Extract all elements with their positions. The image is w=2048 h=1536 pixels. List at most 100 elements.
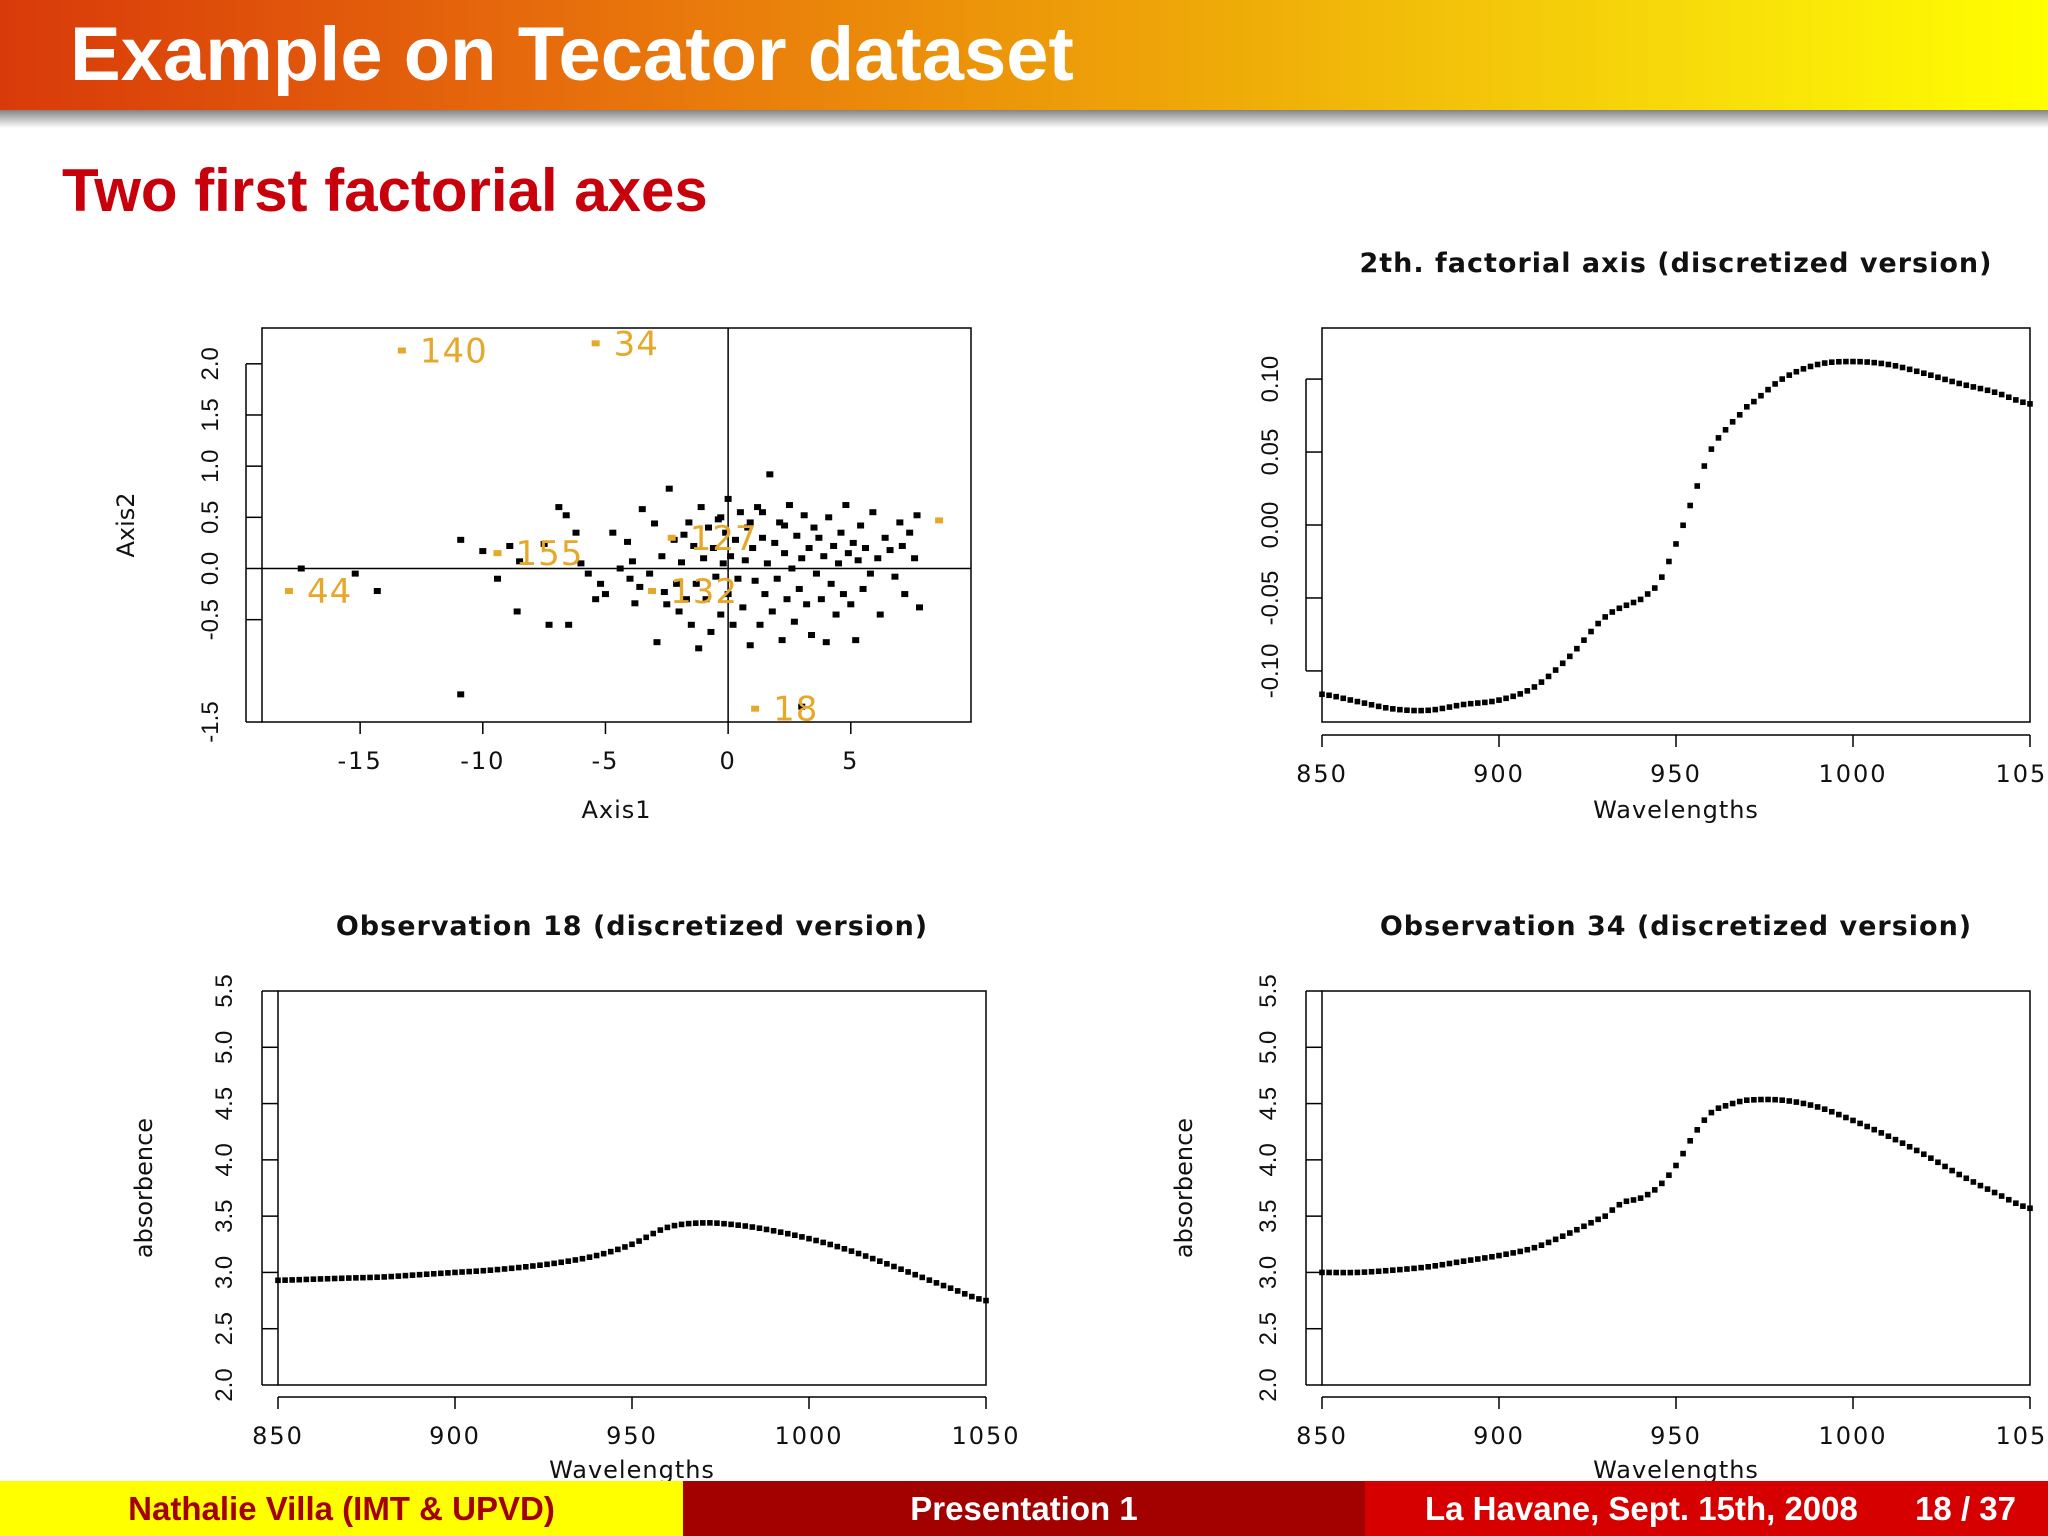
series-point xyxy=(1850,1117,1856,1124)
series-point xyxy=(869,1255,876,1262)
scatter-point xyxy=(651,520,659,527)
scatter-point xyxy=(766,471,774,478)
series-point xyxy=(1347,697,1354,703)
series-point xyxy=(579,1255,586,1262)
scatter-point xyxy=(763,560,771,567)
series-point xyxy=(1659,574,1665,580)
highlighted-point xyxy=(397,347,406,354)
scatter-point xyxy=(494,575,502,582)
scatter-point xyxy=(901,591,909,598)
scatter-point xyxy=(876,611,884,618)
series-point xyxy=(1432,1263,1439,1269)
series-point xyxy=(1779,1097,1785,1103)
series-point xyxy=(452,1269,458,1276)
series-point xyxy=(756,1225,763,1232)
scatter-point xyxy=(572,529,580,536)
scatter-point xyxy=(631,600,639,607)
series-point xyxy=(1319,1269,1325,1276)
series-point xyxy=(530,1263,536,1269)
series-point xyxy=(1843,1114,1849,1121)
series-point xyxy=(1531,684,1538,690)
series-point xyxy=(940,1282,947,1289)
series-point xyxy=(565,1258,572,1264)
series-point xyxy=(1630,599,1637,606)
scatter-point xyxy=(808,632,816,639)
series-point xyxy=(1467,1257,1474,1263)
series-point xyxy=(1659,1180,1665,1187)
section-title: Two first factorial axes xyxy=(62,157,708,224)
scatter-point xyxy=(756,621,764,628)
series-point xyxy=(1821,360,1828,366)
series-point xyxy=(1998,1193,2005,1199)
series-point xyxy=(1567,1230,1573,1236)
series-point xyxy=(1963,1175,1970,1182)
series-point xyxy=(1474,700,1481,706)
series-point xyxy=(1963,382,1970,389)
scatter-point xyxy=(815,534,823,541)
scatter-point xyxy=(832,611,840,618)
scatter-point xyxy=(847,601,855,608)
scatter-point xyxy=(663,601,671,608)
series-point xyxy=(1326,1269,1332,1276)
series-point xyxy=(777,1229,784,1235)
series-point xyxy=(1375,1268,1382,1275)
scatter-point xyxy=(744,524,752,531)
series-point xyxy=(1382,704,1389,711)
series-point xyxy=(1545,673,1552,680)
point-label: 44 xyxy=(307,572,352,612)
series-point xyxy=(1970,384,1977,390)
scatter-point xyxy=(680,531,688,538)
scatter-point xyxy=(886,547,894,554)
highlighted-point xyxy=(591,340,600,347)
series-point xyxy=(813,1237,819,1244)
scatter-point xyxy=(852,637,860,644)
series-point xyxy=(1418,707,1424,714)
series-point xyxy=(1913,368,1920,375)
series-point xyxy=(1673,1162,1679,1169)
series-point xyxy=(1460,1258,1467,1264)
series-point xyxy=(346,1275,352,1281)
series-point xyxy=(1531,1244,1538,1251)
scatter-point xyxy=(781,522,789,529)
series-point xyxy=(1921,1151,1927,1158)
title-bar xyxy=(0,0,2048,110)
series-point xyxy=(1956,380,1962,387)
y-tick-label: 0.10 xyxy=(1257,356,1284,403)
series-point xyxy=(558,1259,564,1266)
point-label: 18 xyxy=(773,690,818,730)
y-tick-label: 2.5 xyxy=(1255,1312,1282,1345)
series-point xyxy=(1722,426,1729,433)
x-tick-label: 900 xyxy=(1473,760,1525,788)
series-point xyxy=(2027,1205,2033,1212)
scatter-point xyxy=(881,534,889,541)
series-point xyxy=(1581,1223,1587,1230)
scatter-point xyxy=(695,645,703,652)
scatter-point xyxy=(758,509,766,516)
series-point xyxy=(1786,1098,1793,1104)
series-point xyxy=(1567,653,1573,660)
series-point xyxy=(1899,1140,1906,1146)
series-point xyxy=(799,1234,805,1240)
footer-author: Nathalie Villa (IMT & UPVD) xyxy=(128,1490,555,1527)
series-point xyxy=(1375,703,1382,710)
series-point xyxy=(1751,398,1757,405)
scatter-point xyxy=(915,604,923,611)
scatter-point xyxy=(862,545,870,552)
scatter-point xyxy=(734,575,742,582)
series-point xyxy=(494,1266,501,1273)
series-point xyxy=(1744,404,1750,410)
x-tick-label: 1050 xyxy=(1995,760,2048,788)
scatter-point xyxy=(906,529,914,536)
series-point xyxy=(324,1275,331,1282)
series-point xyxy=(1913,1147,1920,1154)
plot-frame xyxy=(277,990,987,1386)
series-point xyxy=(1807,363,1814,370)
series-point xyxy=(841,1245,848,1252)
scatter-point xyxy=(839,591,847,598)
series-point xyxy=(487,1267,494,1273)
series-point xyxy=(1361,700,1368,706)
scatter-point xyxy=(754,504,762,511)
x-tick-label: 1050 xyxy=(951,1422,1020,1450)
series-point xyxy=(784,1230,791,1237)
x-tick-label: 5 xyxy=(842,747,859,775)
